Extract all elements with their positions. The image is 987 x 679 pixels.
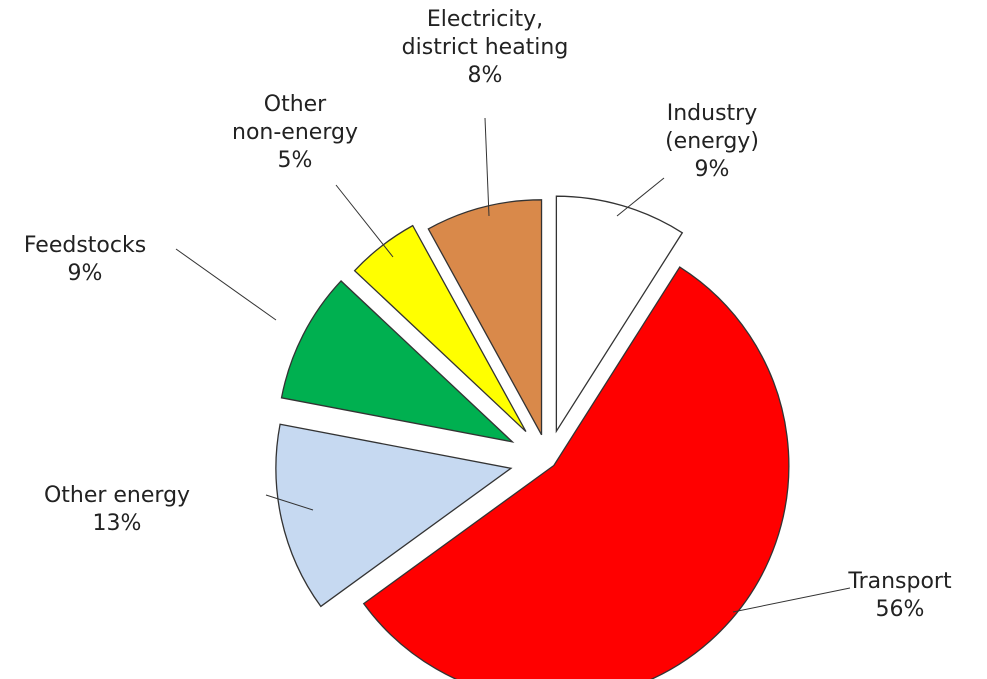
slice-label: Electricity, district heating 8% xyxy=(402,7,569,88)
slice-label-line: (energy) xyxy=(665,129,759,154)
slice-percent: 9% xyxy=(695,157,730,182)
slice-label-line: district heating xyxy=(402,35,569,60)
leader-line xyxy=(265,494,314,511)
pie-slice-other-non-energy xyxy=(353,224,527,433)
slice-label: Industry (energy) 9% xyxy=(665,101,759,182)
pie-slice-industry-energy xyxy=(555,195,684,434)
pie-slices xyxy=(275,195,790,679)
slice-percent: 56% xyxy=(876,597,925,622)
slice-labels: Industry (energy) 9% Transport 56% Other ener… xyxy=(24,7,952,622)
leader-line xyxy=(335,184,394,258)
leader-line xyxy=(175,248,277,321)
slice-label: Feedstocks 9% xyxy=(24,233,146,286)
slice-label-line: Electricity, xyxy=(427,7,543,32)
slice-label-line: non-energy xyxy=(232,120,358,145)
slice-label: Other energy 13% xyxy=(44,483,190,536)
slice-label-line: Other xyxy=(264,92,327,117)
pie-slice-feedstocks xyxy=(280,280,515,443)
slice-label-line: Industry xyxy=(667,101,758,126)
pie-slice-transport xyxy=(362,266,790,679)
slice-label-line: Feedstocks xyxy=(24,233,146,258)
slice-percent: 9% xyxy=(68,261,103,286)
leader-line xyxy=(484,117,490,217)
slice-percent: 13% xyxy=(93,511,142,536)
leader-line xyxy=(616,177,665,217)
slice-label: Other non-energy 5% xyxy=(232,92,358,173)
slice-label-line: Transport xyxy=(847,569,952,594)
slice-label: Transport 56% xyxy=(847,569,952,622)
slice-percent: 5% xyxy=(278,148,313,173)
pie-slice-electricity-district-heating xyxy=(427,199,543,436)
pie-slice-other-energy xyxy=(275,423,513,608)
leader-line xyxy=(732,587,851,613)
leader-lines xyxy=(175,117,851,613)
slice-label-line: Other energy xyxy=(44,483,190,508)
slice-percent: 8% xyxy=(468,63,503,88)
